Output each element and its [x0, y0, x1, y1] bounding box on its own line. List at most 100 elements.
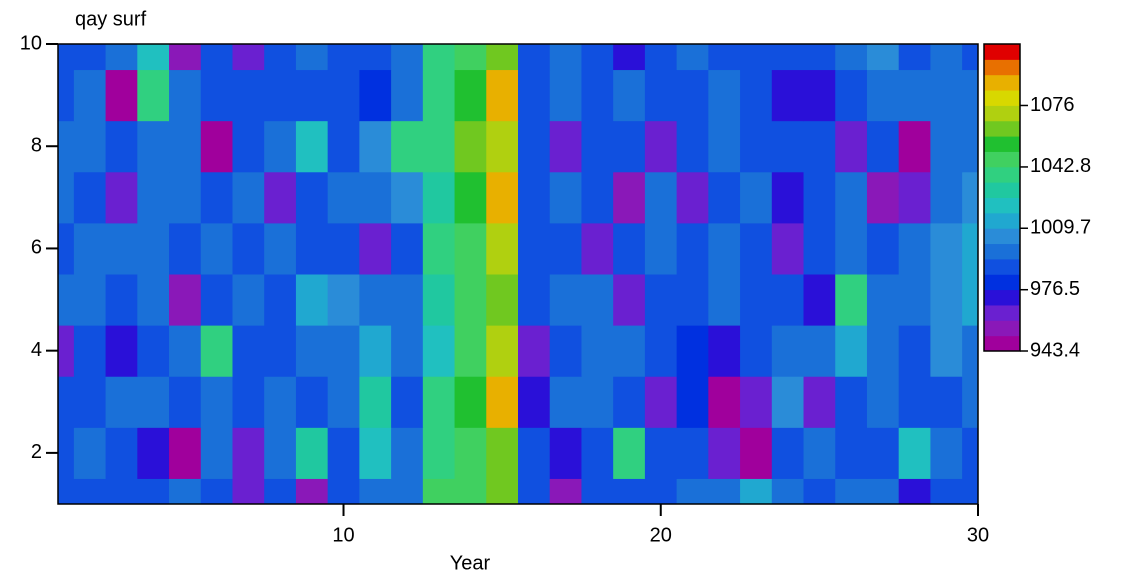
contour-cell — [422, 376, 456, 428]
contour-cell — [58, 325, 75, 377]
contour-cell — [644, 120, 678, 173]
contour-cell — [676, 120, 709, 173]
contour-cell — [422, 274, 456, 326]
contour-cell — [454, 427, 487, 479]
contour-cell — [518, 427, 551, 479]
contour-cell — [771, 325, 805, 377]
contour-cell — [549, 427, 582, 479]
contour-cell — [898, 120, 931, 173]
contour-cell — [898, 478, 931, 505]
contour-cell — [930, 325, 963, 377]
contour-cell — [137, 120, 170, 173]
contour-cell — [422, 325, 456, 377]
contour-cell — [708, 44, 741, 71]
contour-cell — [708, 427, 741, 479]
contour-cell — [676, 69, 709, 122]
contour-cell — [740, 222, 773, 275]
contour-cell — [613, 222, 646, 275]
contour-cell — [422, 171, 456, 224]
contour-cell — [264, 274, 297, 326]
contour-cell — [327, 274, 360, 326]
y-tick-label: 8 — [31, 135, 42, 157]
contour-cell — [105, 44, 138, 71]
contour-cell — [105, 376, 138, 428]
contour-cell — [73, 325, 107, 377]
contour-cell — [200, 427, 233, 479]
contour-cell — [803, 274, 836, 326]
contour-cell — [73, 120, 107, 173]
x-tick-label: 20 — [650, 524, 672, 546]
contour-cell — [391, 274, 424, 326]
contour-cell — [73, 44, 107, 71]
contour-cell — [486, 274, 519, 326]
contour-cell — [105, 478, 138, 505]
contour-cell — [137, 171, 170, 224]
contour-cell — [835, 325, 868, 377]
contour-cell — [771, 120, 805, 173]
contour-cell — [73, 427, 107, 479]
contour-cell — [644, 171, 678, 224]
colorbar-band — [984, 120, 1020, 137]
contour-cell — [613, 171, 646, 224]
contour-cell — [327, 69, 360, 122]
contour-cell — [962, 222, 979, 275]
contour-cell — [105, 427, 138, 479]
contour-cell — [676, 325, 709, 377]
contour-cell — [518, 376, 551, 428]
contour-cell — [454, 44, 487, 71]
contour-cell — [771, 44, 805, 71]
colorbar-band — [984, 59, 1020, 76]
contour-cell — [930, 171, 963, 224]
contour-cell — [454, 376, 487, 428]
contour-cell — [581, 69, 614, 122]
contour-cell — [422, 427, 456, 479]
contour-cell — [422, 44, 456, 71]
chart-title: qay surf — [75, 8, 147, 30]
colorbar-band — [984, 258, 1020, 275]
colorbar-band — [984, 228, 1020, 245]
contour-cell — [676, 222, 709, 275]
contour-cell — [232, 478, 265, 505]
contour-cell — [486, 478, 519, 505]
contour-cell — [740, 325, 773, 377]
contour-cell — [581, 325, 614, 377]
colorbar-band — [984, 182, 1020, 198]
contour-cell — [930, 222, 963, 275]
contour-cell — [518, 120, 551, 173]
contour-cell — [835, 171, 868, 224]
contour-cell — [835, 427, 868, 479]
contour-cell — [740, 69, 773, 122]
contour-cell — [359, 325, 392, 377]
contour-cell — [486, 427, 519, 479]
contour-cell — [486, 325, 519, 377]
contour-cell — [73, 376, 107, 428]
contour-cell — [232, 69, 265, 122]
contour-cell — [962, 120, 979, 173]
contour-cell — [644, 376, 678, 428]
contour-cell — [391, 376, 424, 428]
plot-frame — [57, 43, 979, 505]
contour-cell — [232, 274, 265, 326]
contour-cell — [613, 44, 646, 71]
contour-cell — [264, 120, 297, 173]
contour-cell — [137, 69, 170, 122]
contour-cell — [518, 222, 551, 275]
contour-cell — [200, 478, 233, 505]
contour-cell — [169, 44, 202, 71]
contour-cell — [105, 171, 138, 224]
colorbar-band — [984, 320, 1020, 337]
contour-cell — [803, 478, 836, 505]
contour-cell — [771, 376, 805, 428]
contour-cell — [422, 222, 456, 275]
contour-cell — [962, 325, 979, 377]
contour-cell — [581, 222, 614, 275]
contour-cell — [581, 478, 614, 505]
colorbar-band — [984, 74, 1020, 91]
contour-cell — [295, 171, 329, 224]
contour-cell — [581, 427, 614, 479]
contour-cell — [391, 44, 424, 71]
colorbar-band — [984, 243, 1020, 260]
contour-cell — [708, 120, 741, 173]
colorbar-band — [984, 289, 1020, 306]
contour-cell — [676, 171, 709, 224]
